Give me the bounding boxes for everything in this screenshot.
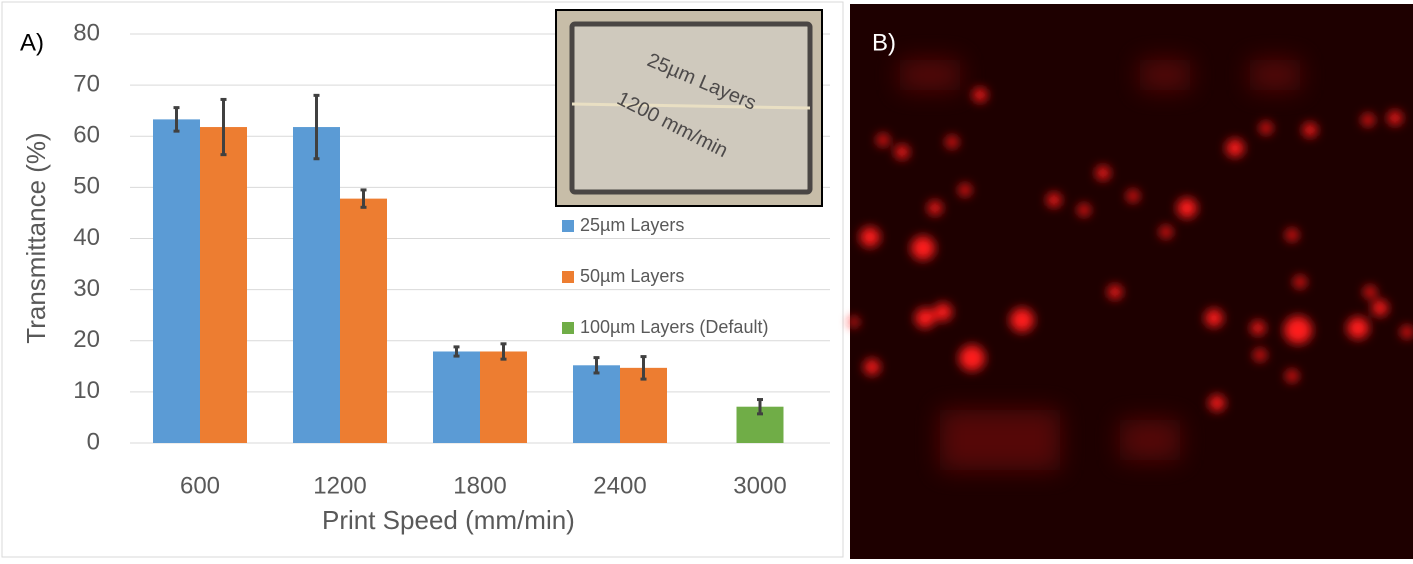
bar	[480, 351, 527, 443]
y-tick-label: 20	[73, 326, 100, 353]
x-tick-label: 3000	[733, 472, 786, 499]
x-tick-label: 1800	[453, 472, 506, 499]
y-tick-label: 70	[73, 70, 100, 97]
legend-swatch	[562, 220, 574, 232]
legend-label: 50µm Layers	[580, 266, 684, 286]
fluorescence-image: B)	[849, 4, 1413, 559]
y-tick-label: 80	[73, 19, 100, 46]
x-tick-label: 600	[180, 472, 220, 499]
legend-swatch	[562, 271, 574, 283]
y-tick-label: 60	[73, 122, 100, 149]
legend-label: 25µm Layers	[580, 215, 684, 235]
y-tick-label: 30	[73, 275, 100, 302]
legend-swatch	[562, 322, 574, 334]
panel-label: B)	[872, 29, 896, 56]
y-tick-label: 0	[87, 428, 100, 455]
bar	[200, 127, 247, 443]
bar	[293, 127, 340, 443]
y-tick-label: 10	[73, 377, 100, 404]
x-axis-label: Print Speed (mm/min)	[322, 505, 575, 535]
panel-label: A)	[20, 29, 44, 56]
y-tick-label: 40	[73, 224, 100, 251]
bar	[433, 351, 480, 443]
bar	[340, 199, 387, 443]
bar	[573, 365, 620, 443]
inset-photo: 25µm Layers 1200 mm/min	[556, 10, 822, 206]
bar	[153, 119, 200, 443]
x-tick-label: 1200	[313, 472, 366, 499]
x-tick-label: 2400	[593, 472, 646, 499]
figure: 0 10 20 30 40 50 60 70 80 600 1200 1800 2400 3000 25µm…	[0, 0, 1413, 559]
y-tick-label: 50	[73, 173, 100, 200]
legend-label: 100µm Layers (Default)	[580, 317, 768, 337]
y-axis-label: Transmittance (%)	[21, 132, 51, 343]
